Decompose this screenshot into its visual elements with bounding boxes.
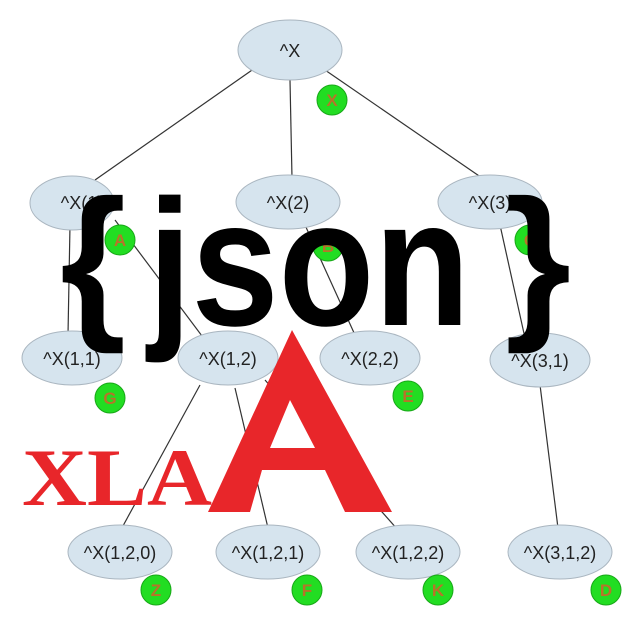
edge-root-n1 [94, 67, 256, 181]
node-label: ^X(3,1,2) [524, 543, 596, 563]
node-label: ^X(2) [267, 193, 309, 213]
edge-root-n3 [324, 69, 486, 181]
tree-node: ^X(3,1) [489, 332, 591, 388]
tree-node: ^X(3) [437, 174, 543, 230]
badge-label: E [402, 387, 413, 406]
tree-node: ^X [237, 19, 343, 81]
badge-label: B [322, 237, 334, 256]
node-badge: E [392, 380, 424, 412]
node-label: ^X(1,2,1) [232, 543, 304, 563]
tree-node: ^X(3,1,2) [507, 524, 613, 580]
json-word: json [145, 163, 470, 364]
tree-node: ^X(1,2,2) [355, 524, 461, 580]
tree-node: ^X(1,2,0) [67, 524, 173, 580]
badge-label: X [326, 91, 338, 110]
node-label: ^X(2,2) [341, 349, 398, 369]
tree-node: ^X(2) [235, 174, 341, 230]
xla-logo: XLA [22, 330, 392, 523]
edge-n1-n11 [67, 224, 71, 336]
node-badge: C [514, 224, 546, 256]
badge-label: F [302, 581, 312, 600]
badge-label: A [114, 231, 126, 250]
badge-label: G [103, 389, 116, 408]
node-label: ^X(1) [61, 193, 103, 213]
node-label: ^X(1,2,2) [372, 543, 444, 563]
edge-root-n2 [289, 79, 293, 179]
json-open-brace: { [60, 165, 126, 355]
badge-label: C [524, 231, 536, 250]
node-badge: B [312, 230, 344, 262]
node-label: ^X(1,2) [199, 349, 256, 369]
edge-n31-n312 [539, 384, 559, 529]
node-badge: D [590, 574, 622, 606]
tree-node: ^X(1,2) [177, 330, 279, 386]
node-badge: A [104, 224, 136, 256]
tree-node: ^X(1,2,1) [215, 524, 321, 580]
node-label: ^X(3) [469, 193, 511, 213]
xla-text: XLA [22, 432, 212, 523]
tree-nodes: ^X ^X(1) ^X(2) ^X(3) ^X(1,1) ^X(1,2) ^X(… [21, 19, 613, 580]
node-badge: F [291, 574, 323, 606]
node-badge: Z [140, 574, 172, 606]
node-badge: K [422, 574, 454, 606]
edge-n12-n120 [117, 384, 201, 536]
json-close-brace: } [505, 165, 571, 355]
node-label: ^X(1,1) [43, 349, 100, 369]
node-badge: X [316, 84, 348, 116]
node-label: ^X(1,2,0) [84, 543, 156, 563]
badge-label: Z [151, 581, 161, 600]
json-logo: { json } [60, 163, 571, 364]
badge-label: K [432, 581, 445, 600]
tree-node: ^X(1,1) [21, 330, 123, 386]
tree-node: ^X(1) [29, 175, 115, 231]
edge-n3-n31 [499, 224, 526, 339]
node-label: ^X(3,1) [511, 351, 568, 371]
node-badge: G [94, 382, 126, 414]
badge-label: D [600, 581, 612, 600]
node-label: ^X [280, 41, 300, 61]
tree-node: ^X(2,2) [319, 330, 421, 386]
tree-badges: X A B C G E Z F [94, 84, 622, 606]
